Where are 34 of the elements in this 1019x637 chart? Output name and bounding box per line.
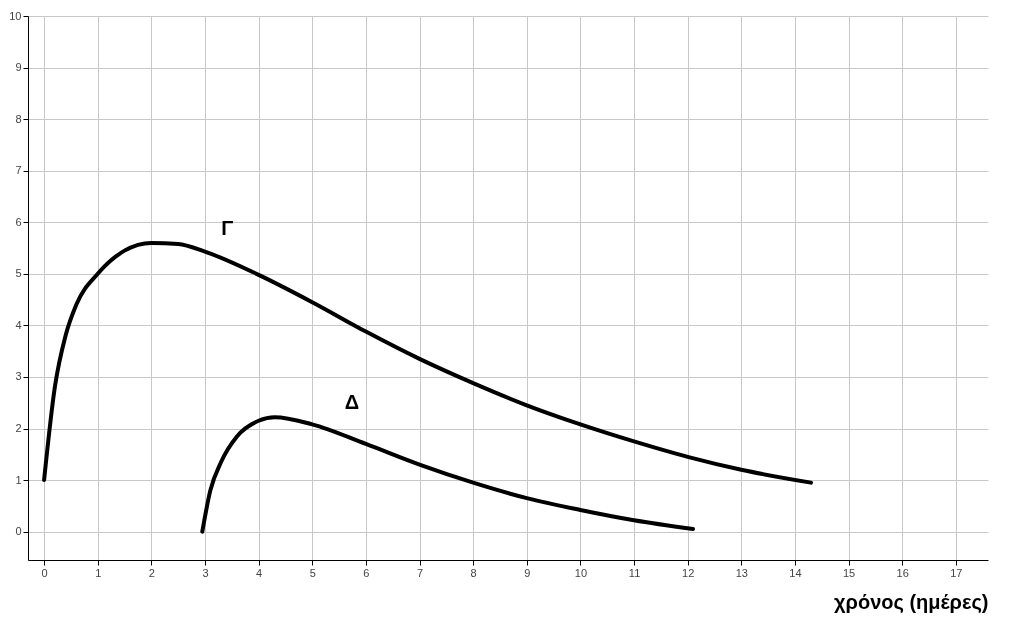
x-tick-label: 4 (256, 566, 263, 579)
series-label: Γ (221, 216, 234, 239)
y-tick-label: 2 (15, 422, 22, 435)
x-tick-label: 12 (682, 566, 695, 579)
x-tick-label: 6 (363, 566, 370, 579)
x-tick-label: 0 (41, 566, 48, 579)
y-tick-label: 0 (15, 525, 22, 538)
x-tick-label: 11 (628, 566, 641, 579)
x-tick-label: 2 (148, 566, 155, 579)
x-tick-label: 3 (202, 566, 209, 579)
y-tick-label: 9 (15, 61, 22, 74)
line-series (42, 240, 814, 485)
x-axis-title: χρόνος (ημέρες) (834, 590, 989, 613)
x-tick-label: 10 (574, 566, 588, 579)
y-tick-label: 5 (15, 267, 22, 280)
y-tick-label: 8 (15, 112, 22, 125)
x-tick-label: 17 (950, 566, 963, 579)
y-tick-label: 4 (15, 318, 22, 331)
x-tick-label: 13 (735, 566, 748, 579)
x-tick-label: 8 (470, 566, 477, 579)
x-tick-label: 14 (789, 566, 802, 579)
y-tick-label: 1 (15, 473, 22, 486)
x-tick-label: 7 (416, 566, 424, 579)
y-tick-label: 7 (15, 164, 22, 177)
x-tick-label: 16 (896, 566, 909, 579)
series-label: Δ (344, 391, 360, 414)
x-tick-label: 1 (95, 566, 102, 579)
x-tick-label: 5 (309, 566, 316, 579)
x-tick-label: 9 (524, 566, 531, 579)
y-tick-label: 3 (15, 370, 22, 383)
y-tick-label: 6 (15, 215, 22, 228)
line-series (200, 415, 696, 534)
x-tick-label: 15 (842, 566, 856, 579)
y-tick-label: 10 (9, 9, 22, 22)
